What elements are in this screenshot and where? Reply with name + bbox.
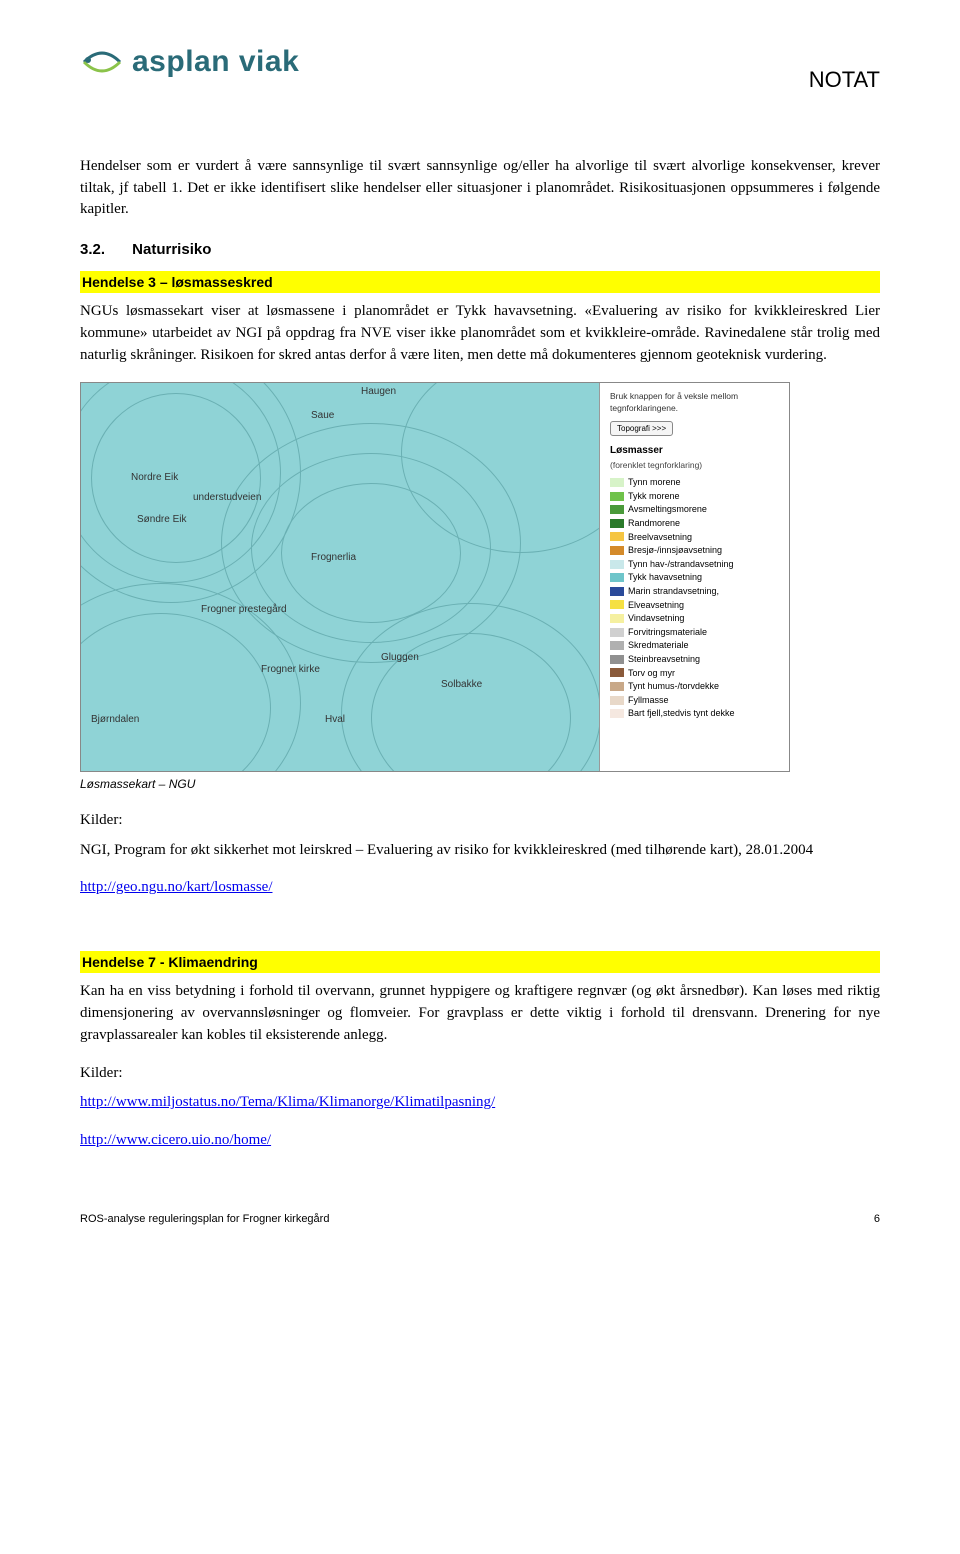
logo: asplan viak (80, 40, 299, 84)
map-place-label: Frogner prestegård (201, 603, 287, 618)
legend-item: Steinbreavsetning (610, 653, 779, 666)
legend-swatch (610, 600, 624, 609)
event-7-heading: Hendelse 7 - Klimaendring (80, 951, 880, 973)
legend-item: Bresjø-/innsjøavsetning (610, 544, 779, 557)
map-figure: Haugen Saue Nordre Eik Søndre Eik understudv… (80, 382, 790, 772)
legend-item: Fyllmasse (610, 694, 779, 707)
legend-swatch (610, 492, 624, 501)
legend-swatch (610, 614, 624, 623)
legend-swatch (610, 655, 624, 664)
document-type-label: NOTAT (809, 40, 880, 96)
legend-label: Vindavsetning (628, 612, 684, 625)
legend-label: Tynn hav-/strandavsetning (628, 558, 734, 571)
map-place-label: Frogner kirke (261, 663, 320, 678)
legend-swatch (610, 560, 624, 569)
event-7-paragraph: Kan ha en viss betydning i forhold til o… (80, 981, 880, 1046)
sources-label-2: Kilder: (80, 1063, 880, 1085)
section-heading: 3.2. Naturrisiko (80, 239, 880, 261)
map-place-label: Hval (325, 713, 345, 728)
legend-swatch (610, 573, 624, 582)
legend-swatch (610, 532, 624, 541)
legend-item: Avsmeltingsmorene (610, 503, 779, 516)
logo-icon (80, 40, 124, 84)
legend-label: Fyllmasse (628, 694, 669, 707)
legend-swatch (610, 709, 624, 718)
legend-item: Tykk havavsetning (610, 571, 779, 584)
legend-item: Tynt humus-/torvdekke (610, 680, 779, 693)
page-header: asplan viak NOTAT (80, 40, 880, 96)
legend-item: Tynn morene (610, 476, 779, 489)
topography-button[interactable]: Topografi >>> (610, 421, 673, 436)
legend-hint: Bruk knappen for å veksle mellom tegnfor… (610, 391, 779, 415)
page-number: 6 (874, 1212, 880, 1228)
source-ngi: NGI, Program for økt sikkerhet mot leirs… (80, 840, 880, 862)
legend-swatch (610, 668, 624, 677)
legend-swatch (610, 478, 624, 487)
page-footer: ROS-analyse reguleringsplan for Frogner … (80, 1212, 880, 1228)
legend-swatch (610, 696, 624, 705)
legend-swatch (610, 519, 624, 528)
logo-text: asplan viak (132, 40, 299, 84)
legend-label: Avsmeltingsmorene (628, 503, 707, 516)
section-title-text: Naturrisiko (132, 241, 211, 258)
legend-item: Tykk morene (610, 490, 779, 503)
map-place-label: Frognerlia (311, 551, 356, 566)
map-place-label: Saue (311, 409, 334, 424)
map-place-label: Gluggen (381, 651, 419, 666)
intro-paragraph: Hendelser som er vurdert å være sannsynl… (80, 156, 880, 221)
map-place-label: Søndre Eik (137, 513, 186, 528)
legend-item: Breelvavsetning (610, 531, 779, 544)
legend-label: Tykk havavsetning (628, 571, 702, 584)
event-3-paragraph: NGUs løsmassekart viser at løsmassene i … (80, 301, 880, 366)
legend-label: Bresjø-/innsjøavsetning (628, 544, 722, 557)
map-canvas: Haugen Saue Nordre Eik Søndre Eik understudv… (81, 383, 599, 771)
map-caption: Løsmassekart – NGU (80, 776, 880, 793)
legend-swatch (610, 587, 624, 596)
map-place-label: Solbakke (441, 678, 482, 693)
legend-swatch (610, 682, 624, 691)
legend-item: Randmorene (610, 517, 779, 530)
sources-label: Kilder: (80, 810, 880, 832)
legend-item: Tynn hav-/strandavsetning (610, 558, 779, 571)
map-place-label: Bjørndalen (91, 713, 139, 728)
legend-label: Skredmateriale (628, 639, 689, 652)
event-3-heading: Hendelse 3 – løsmasseskred (80, 271, 880, 293)
legend-swatch (610, 641, 624, 650)
legend-label: Marin strandavsetning, (628, 585, 719, 598)
legend-item: Vindavsetning (610, 612, 779, 625)
footer-title: ROS-analyse reguleringsplan for Frogner … (80, 1212, 329, 1228)
legend-subtitle: (forenklet tegnforklaring) (610, 460, 779, 472)
legend-item: Torv og myr (610, 667, 779, 680)
link-cicero[interactable]: http://www.cicero.uio.no/home/ (80, 1132, 271, 1148)
legend-label: Forvitringsmateriale (628, 626, 707, 639)
link-miljostatus[interactable]: http://www.miljostatus.no/Tema/Klima/Kli… (80, 1094, 495, 1110)
legend-title: Løsmasser (610, 444, 779, 458)
legend-item: Elveavsetning (610, 599, 779, 612)
legend-label: Tynt humus-/torvdekke (628, 680, 719, 693)
legend-item: Bart fjell,stedvis tynt dekke (610, 707, 779, 720)
legend-label: Steinbreavsetning (628, 653, 700, 666)
link-ngu[interactable]: http://geo.ngu.no/kart/losmasse/ (80, 879, 272, 895)
legend-label: Torv og myr (628, 667, 675, 680)
legend-item: Skredmateriale (610, 639, 779, 652)
legend-swatch (610, 546, 624, 555)
legend-label: Breelvavsetning (628, 531, 692, 544)
legend-label: Bart fjell,stedvis tynt dekke (628, 707, 735, 720)
map-legend: Bruk knappen for å veksle mellom tegnfor… (599, 383, 789, 771)
legend-label: Tynn morene (628, 476, 681, 489)
legend-swatch (610, 628, 624, 637)
map-place-label: Nordre Eik (131, 471, 178, 486)
section-number: 3.2. (80, 239, 128, 261)
map-place-label: understudveien (193, 491, 261, 506)
legend-item: Marin strandavsetning, (610, 585, 779, 598)
legend-label: Tykk morene (628, 490, 680, 503)
legend-item: Forvitringsmateriale (610, 626, 779, 639)
map-place-label: Haugen (361, 385, 396, 400)
legend-swatch (610, 505, 624, 514)
legend-label: Randmorene (628, 517, 680, 530)
legend-label: Elveavsetning (628, 599, 684, 612)
